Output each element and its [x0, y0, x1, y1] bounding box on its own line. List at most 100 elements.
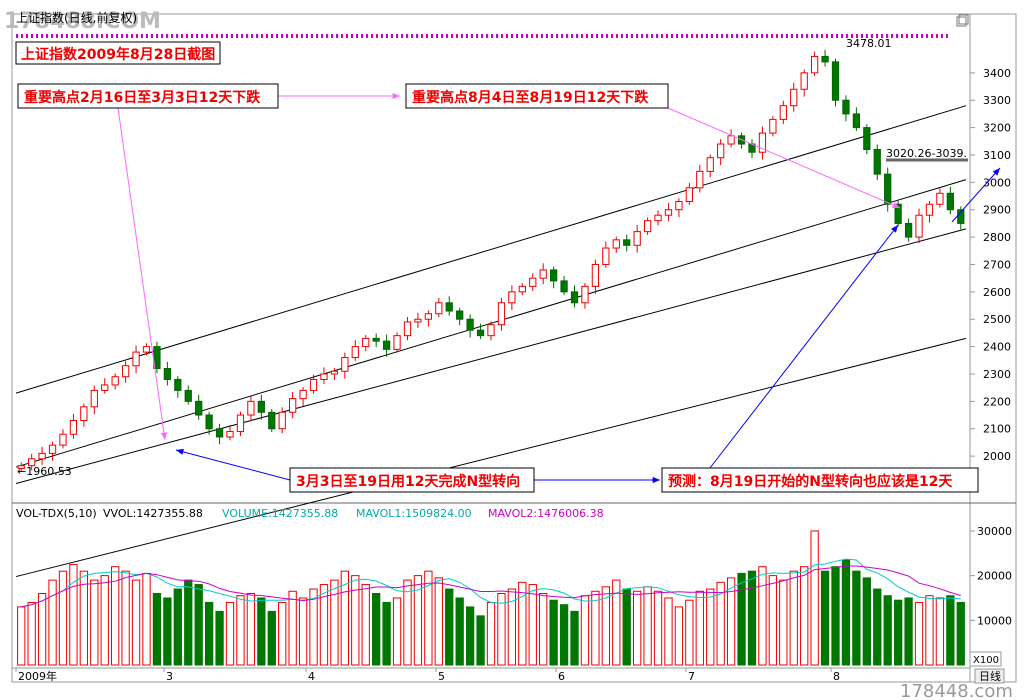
period-button[interactable] [974, 668, 1005, 684]
candle-body [539, 269, 547, 279]
volume-bar [288, 590, 297, 666]
time-tick-label: 6 [558, 670, 565, 683]
annotation-top-right: 重要高点8月4日至8月19日12天下跌 [412, 89, 649, 106]
volume-bar [528, 584, 537, 666]
price-tick-label: 3300 [983, 94, 1011, 107]
candle-body [852, 113, 861, 129]
candle-body [456, 310, 464, 320]
candle-body [487, 324, 495, 337]
volume-bar [173, 588, 182, 666]
period-button-label: 日线 [979, 669, 1001, 683]
volume-bar [403, 579, 412, 666]
candle-body [508, 291, 516, 304]
restore-icon[interactable] [956, 14, 969, 27]
annotation-arrow [117, 107, 166, 441]
candle-body [570, 291, 579, 304]
volume-bar [309, 588, 318, 666]
volume-bar [800, 566, 809, 666]
volume-bar [737, 572, 746, 666]
volume-bar [956, 601, 965, 666]
candle-body [403, 321, 412, 337]
price-tick-label: 2900 [983, 204, 1011, 217]
candle-body [59, 433, 67, 446]
channel-line [15, 228, 967, 484]
candle-body [550, 269, 558, 282]
volume-bar [17, 606, 26, 666]
candle-body [101, 384, 109, 391]
annotation-arrowhead [992, 168, 1000, 176]
volume-bar [48, 579, 57, 666]
candle-body [936, 192, 944, 205]
candle-body [842, 99, 850, 115]
candle-body [758, 132, 767, 153]
price-ticks: 2000 2100 2200 2300 2400 2500 2600 2700 2800 2900… [970, 67, 1011, 463]
candle-body [174, 378, 182, 391]
volume-bar [580, 595, 590, 666]
volume-series [17, 530, 965, 666]
candle-body [831, 61, 840, 101]
volume-bar [768, 575, 778, 666]
volume-bar [820, 570, 830, 666]
volume-bar [434, 577, 443, 666]
volume-bar [372, 593, 381, 666]
volume-bar [204, 601, 214, 666]
annotation-arrow [175, 449, 291, 481]
candle-body [48, 444, 57, 454]
window-title: 上证指数(日线,前复权) [16, 10, 137, 25]
volume-bar [643, 586, 652, 666]
candle-body [205, 414, 213, 430]
candle-body [132, 351, 140, 367]
volume-bar [810, 530, 819, 666]
annotation-arrow [709, 224, 899, 469]
candle-body [362, 337, 370, 348]
volume-bar [726, 577, 736, 666]
time-tick-label: 5 [438, 670, 445, 683]
volume-bar [298, 597, 308, 666]
volume-bar [121, 570, 130, 666]
volume-bar [507, 588, 517, 666]
price-tick-label: 2300 [983, 368, 1011, 381]
annotation-arrowhead [160, 432, 168, 440]
range-label: 3020.26-3039. [886, 147, 967, 160]
volume-bar [351, 575, 360, 666]
volume-bar [319, 584, 329, 666]
candle-body [393, 335, 401, 350]
volume-bar [549, 599, 558, 666]
volume-bar [601, 586, 610, 666]
volume-bar [340, 570, 350, 666]
volume-bar [862, 577, 871, 666]
volume-bar [612, 579, 621, 666]
candle-body [717, 143, 725, 159]
volume-bar [142, 572, 151, 666]
price-tick-label: 2200 [983, 395, 1011, 408]
candle-body [518, 285, 526, 293]
volume-bar [100, 575, 109, 666]
candle-body [654, 214, 662, 222]
volume-bar [946, 595, 955, 666]
volume-bar [392, 597, 402, 666]
volume-bar [841, 559, 851, 666]
annotation-arrows [117, 92, 1001, 484]
candle-body [884, 173, 892, 205]
price-tick-label: 3100 [983, 149, 1011, 162]
candle-body [466, 318, 474, 331]
candle-body [163, 368, 172, 380]
candle-body [581, 285, 589, 304]
candle-body [946, 192, 954, 211]
volume-bar [758, 566, 767, 666]
vol-unit-box [969, 651, 1002, 667]
annotation-box-bottom-left [289, 467, 535, 493]
volume-bar [883, 595, 892, 666]
volume-bar [747, 570, 757, 666]
volume-bar [79, 570, 89, 666]
subtitle-box [15, 41, 221, 65]
vvol-value: VVOL:1427355.88 [103, 507, 203, 520]
volume-bar [424, 570, 433, 666]
candle-body [184, 389, 192, 402]
candle-body [821, 55, 829, 63]
candle-body [894, 203, 902, 224]
volume-bar [330, 579, 339, 666]
price-tick-label: 2000 [983, 450, 1011, 463]
volume-bar [131, 579, 141, 666]
